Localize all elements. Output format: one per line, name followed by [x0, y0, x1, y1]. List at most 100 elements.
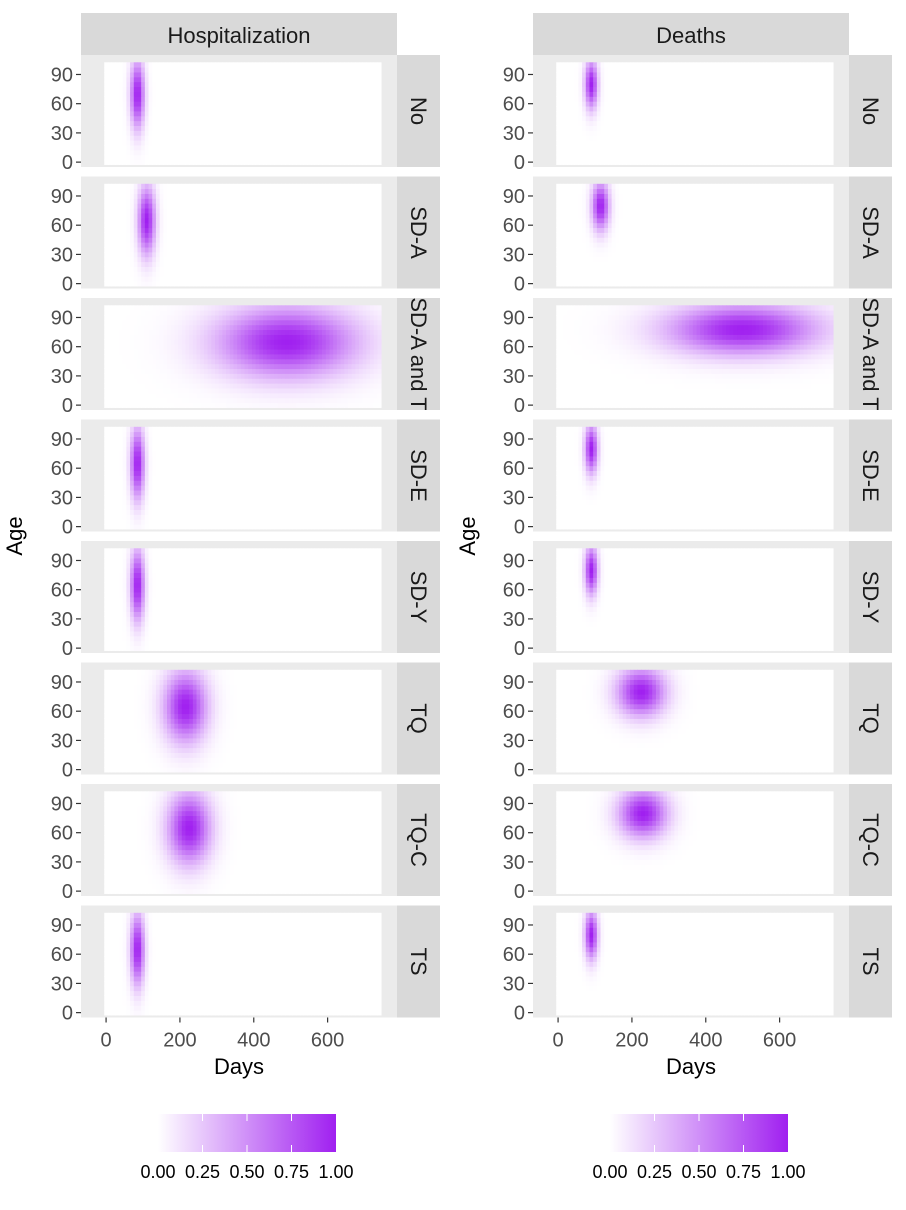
- heat-tile: [126, 237, 130, 242]
- heat-tile: [366, 325, 370, 330]
- heat-tile: [222, 247, 226, 252]
- heat-tile: [377, 106, 381, 111]
- heat-tile: [200, 514, 204, 519]
- heat-tile: [178, 257, 182, 262]
- heat-tile: [322, 398, 326, 403]
- heat-tile: [274, 213, 278, 218]
- heat-tile: [344, 218, 348, 223]
- heat-tile: [363, 393, 367, 398]
- heat-tile: [377, 315, 381, 320]
- heat-tile: [274, 335, 278, 340]
- heat-tile: [145, 344, 149, 349]
- heat-tile: [270, 257, 274, 262]
- heat-tile: [197, 524, 201, 529]
- heat-tile: [163, 315, 167, 320]
- heat-tile: [370, 267, 374, 272]
- heat-tile: [377, 276, 381, 281]
- heat-tile: [237, 213, 241, 218]
- heat-tile: [108, 359, 112, 364]
- heat-tile: [252, 111, 256, 116]
- heat-tile: [126, 77, 130, 82]
- heat-tile: [211, 315, 215, 320]
- heat-tile: [134, 237, 138, 242]
- heat-tile: [274, 116, 278, 121]
- heat-tile: [237, 130, 241, 135]
- heat-tile: [274, 92, 278, 97]
- heat-tile: [315, 373, 319, 378]
- heat-tile: [311, 223, 315, 228]
- heat-tile: [233, 383, 237, 388]
- heat-tile: [215, 519, 219, 524]
- heat-tile: [333, 135, 337, 140]
- heat-tile: [256, 92, 260, 97]
- heat-tile: [263, 218, 267, 223]
- heat-tile: [293, 359, 297, 364]
- heat-tile: [174, 364, 178, 369]
- heat-tile: [171, 310, 175, 315]
- heat-tile: [222, 87, 226, 92]
- heat-tile: [307, 67, 311, 72]
- heat-tile: [237, 262, 241, 267]
- heat-tile: [366, 524, 370, 529]
- heat-tile: [145, 150, 149, 155]
- heat-tile: [293, 514, 297, 519]
- heat-tile: [193, 403, 197, 408]
- heat-tile: [104, 145, 108, 150]
- heat-tile: [152, 223, 156, 228]
- heat-tile: [174, 524, 178, 529]
- heat-tile: [156, 116, 160, 121]
- heat-tile: [174, 519, 178, 524]
- heat-tile: [123, 87, 127, 92]
- heat-tile: [326, 388, 330, 393]
- heat-tile: [160, 130, 164, 135]
- heat-tile: [248, 276, 252, 281]
- heat-tile: [185, 403, 189, 408]
- heat-tile: [160, 262, 164, 267]
- heat-tile: [333, 320, 337, 325]
- heat-tile: [112, 77, 116, 82]
- heat-tile: [341, 218, 345, 223]
- heat-tile: [230, 218, 234, 223]
- heat-tile: [137, 364, 141, 369]
- heat-tile: [322, 82, 326, 87]
- heat-tile: [370, 325, 374, 330]
- heat-tile: [289, 369, 293, 374]
- heat-tile: [278, 228, 282, 233]
- heat-tile: [259, 369, 263, 374]
- heat-tile: [293, 276, 297, 281]
- heat-tile: [211, 92, 215, 97]
- heat-tile: [267, 203, 271, 208]
- heat-tile: [193, 388, 197, 393]
- heat-tile: [359, 106, 363, 111]
- heat-tile: [208, 349, 212, 354]
- heat-tile: [267, 349, 271, 354]
- heat-tile: [329, 378, 333, 383]
- heat-tile: [281, 305, 285, 310]
- heat-tile: [208, 369, 212, 374]
- heat-tile: [222, 150, 226, 155]
- heat-tile: [163, 242, 167, 247]
- heat-tile: [189, 77, 193, 82]
- heat-tile: [141, 373, 145, 378]
- heat-tile: [145, 369, 149, 374]
- heat-tile: [248, 77, 252, 82]
- heat-tile: [307, 514, 311, 519]
- heat-tile: [366, 310, 370, 315]
- heat-tile: [263, 519, 267, 524]
- heat-tile: [359, 67, 363, 72]
- heat-tile: [248, 257, 252, 262]
- heat-tile: [233, 121, 237, 126]
- heat-tile: [377, 349, 381, 354]
- heat-tile: [167, 213, 171, 218]
- heat-tile: [211, 116, 215, 121]
- heat-tile: [333, 92, 337, 97]
- heat-tile: [130, 92, 134, 97]
- heat-tile: [230, 403, 234, 408]
- heat-tile: [222, 198, 226, 203]
- heat-tile: [149, 92, 153, 97]
- heat-tile: [267, 320, 271, 325]
- heat-tile: [359, 189, 363, 194]
- heat-tile: [130, 218, 134, 223]
- heat-tile: [263, 106, 267, 111]
- heat-tile: [278, 276, 282, 281]
